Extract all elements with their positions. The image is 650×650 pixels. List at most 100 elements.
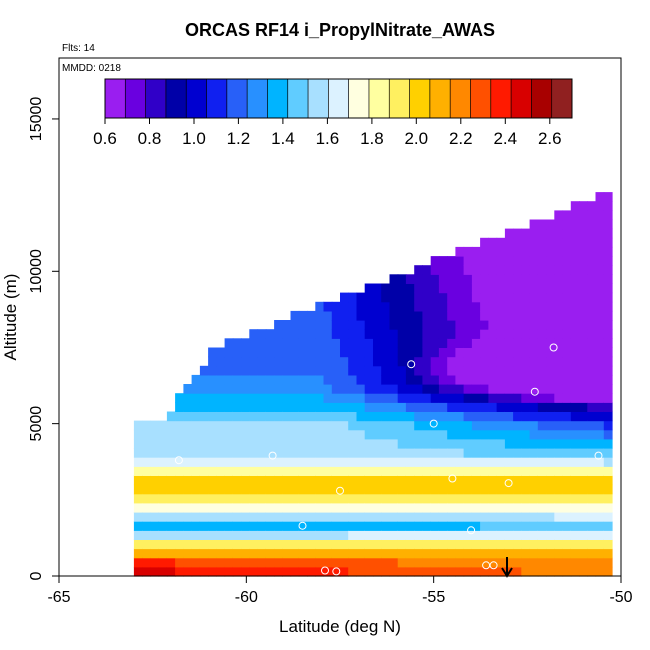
heatmap-cell xyxy=(488,411,498,422)
heatmap-cell xyxy=(471,438,481,449)
heatmap-cell xyxy=(537,374,547,385)
heatmap-cell xyxy=(183,521,193,531)
heatmap-cell xyxy=(340,548,349,559)
heatmap-cell xyxy=(249,484,259,495)
heatmap-cell xyxy=(438,484,448,495)
heatmap-cell xyxy=(142,466,151,476)
heatmap-cell xyxy=(315,512,325,522)
heatmap-cell xyxy=(504,374,514,385)
heatmap-cell xyxy=(504,548,514,559)
heatmap-cell xyxy=(562,320,572,330)
heatmap-cell xyxy=(323,356,333,367)
heatmap-cell xyxy=(348,502,357,513)
heatmap-cell xyxy=(471,246,481,257)
heatmap-cell xyxy=(438,512,448,522)
heatmap-cell xyxy=(249,448,259,458)
heatmap-cell xyxy=(447,274,456,284)
heatmap-cell xyxy=(438,393,448,403)
heatmap-cell xyxy=(373,557,382,568)
heatmap-cell xyxy=(257,484,267,495)
heatmap-cell xyxy=(480,310,489,321)
heatmap-cell xyxy=(414,466,423,476)
heatmap-cell xyxy=(455,301,465,312)
heatmap-cell xyxy=(373,448,382,458)
heatmap-cell xyxy=(224,347,234,358)
heatmap-cell xyxy=(579,539,588,550)
heatmap-cell xyxy=(513,283,522,294)
heatmap-cell xyxy=(183,475,193,486)
heatmap-cell xyxy=(521,402,531,412)
sample-marker xyxy=(504,479,513,488)
heatmap-cell xyxy=(397,502,407,513)
heatmap-cell xyxy=(455,256,465,266)
heatmap-cell xyxy=(513,256,522,266)
heatmap-cell xyxy=(241,393,250,403)
heatmap-cell xyxy=(521,475,531,486)
heatmap-cell xyxy=(257,420,267,431)
heatmap-cell xyxy=(570,329,580,339)
heatmap-cell xyxy=(496,374,506,385)
heatmap-cell xyxy=(570,466,580,476)
heatmap-cell xyxy=(521,320,531,330)
heatmap-cell xyxy=(290,365,300,376)
heatmap-cell xyxy=(397,384,407,394)
heatmap-cell xyxy=(579,274,588,284)
heatmap-cell xyxy=(405,493,415,504)
heatmap-cell xyxy=(307,338,316,348)
heatmap-cell xyxy=(579,557,588,568)
heatmap-cell xyxy=(422,329,432,339)
heatmap-cell xyxy=(356,502,366,513)
heatmap-cell xyxy=(150,521,160,531)
heatmap-cell xyxy=(166,484,176,495)
heatmap-cell xyxy=(315,393,325,403)
heatmap-cell xyxy=(199,448,209,458)
heatmap-cell xyxy=(208,429,217,440)
heatmap-cell xyxy=(595,329,605,339)
heatmap-cell xyxy=(142,420,151,431)
heatmap-cell xyxy=(463,429,473,440)
heatmap-cell xyxy=(414,393,423,403)
heatmap-cell xyxy=(224,393,234,403)
heatmap-cell xyxy=(315,448,325,458)
heatmap-cell xyxy=(603,228,613,239)
heatmap-cell xyxy=(307,512,316,522)
heatmap-cell xyxy=(274,566,283,577)
heatmap-cell xyxy=(307,347,316,358)
heatmap-cell xyxy=(562,475,572,486)
heatmap-cell xyxy=(307,466,316,476)
heatmap-cell xyxy=(488,338,498,348)
heatmap-cell xyxy=(232,393,242,403)
heatmap-cell xyxy=(414,365,423,376)
heatmap-cell xyxy=(274,521,283,531)
heatmap-cell xyxy=(257,530,267,540)
heatmap-cell xyxy=(414,557,423,568)
heatmap-cell xyxy=(455,347,465,358)
heatmap-cell xyxy=(414,292,423,303)
heatmap-cell xyxy=(397,320,407,330)
heatmap-cell xyxy=(340,347,349,358)
heatmap-cell xyxy=(249,521,259,531)
heatmap-cell xyxy=(438,374,448,385)
heatmap-cell xyxy=(455,502,465,513)
heatmap-cell xyxy=(232,521,242,531)
colorbar-swatch xyxy=(368,79,390,118)
heatmap-cell xyxy=(356,493,366,504)
heatmap-cell xyxy=(290,466,300,476)
heatmap-cell xyxy=(241,493,250,504)
heatmap-cell xyxy=(307,310,316,321)
heatmap-cell xyxy=(249,338,259,348)
heatmap-cell xyxy=(191,448,201,458)
heatmap-cell xyxy=(183,530,193,540)
heatmap-cell xyxy=(257,457,267,467)
heatmap-cell xyxy=(554,530,564,540)
heatmap-cell xyxy=(587,310,597,321)
heatmap-cell xyxy=(447,530,456,540)
colorbar-tick-label: 1.4 xyxy=(271,129,295,148)
heatmap-cell xyxy=(496,429,506,440)
heatmap-cell xyxy=(265,530,275,540)
heatmap-cell xyxy=(438,292,448,303)
heatmap-cell xyxy=(133,566,143,577)
heatmap-cell xyxy=(603,530,613,540)
heatmap-cell xyxy=(529,393,539,403)
heatmap-cell xyxy=(504,246,514,257)
